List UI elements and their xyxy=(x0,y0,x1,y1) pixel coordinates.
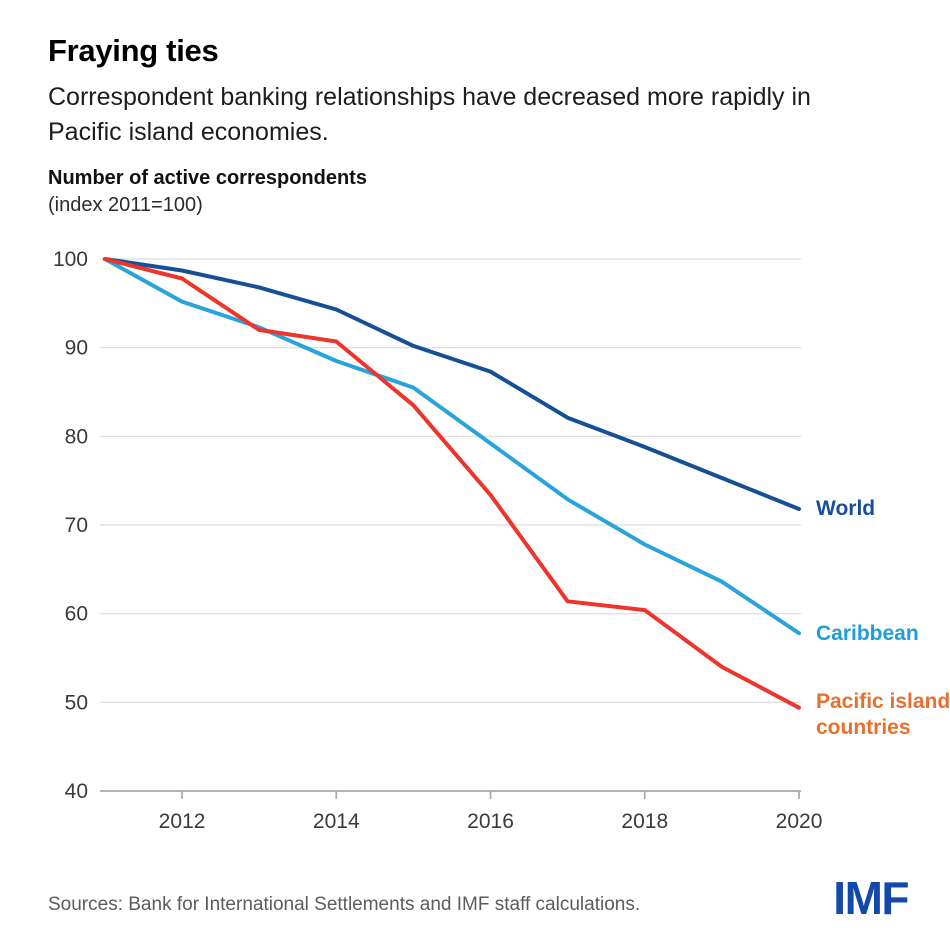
chart-subtitle: Correspondent banking relationships have… xyxy=(48,83,811,146)
page-title: Fraying ties xyxy=(48,33,219,68)
y-axis-units: (index 2011=100) xyxy=(48,194,203,216)
y-tick-label: 60 xyxy=(65,603,88,626)
x-tick-label: 2012 xyxy=(159,810,206,833)
series-label-caribbean: Caribbean xyxy=(816,622,919,645)
sources-note: Sources: Bank for International Settleme… xyxy=(48,894,641,915)
x-tick-label: 2016 xyxy=(467,810,514,833)
y-tick-label: 90 xyxy=(65,337,88,360)
series-line-caribbean xyxy=(102,257,801,636)
y-axis-title: Number of active correspondents xyxy=(48,167,367,189)
y-tick-label: 40 xyxy=(65,780,88,803)
y-tick-label: 80 xyxy=(65,425,88,448)
x-tick-label: 2014 xyxy=(313,810,360,833)
y-tick-label: 50 xyxy=(65,691,88,714)
y-tick-label: 70 xyxy=(65,514,88,537)
series-line-pacific xyxy=(102,257,801,710)
x-tick-label: 2018 xyxy=(621,810,668,833)
series-line-world xyxy=(102,257,801,511)
series-label-world: World xyxy=(816,497,876,520)
series-label-pacific: Pacific island countries xyxy=(816,690,950,740)
y-tick-label: 100 xyxy=(53,248,88,271)
imf-logo: IMF xyxy=(833,872,909,924)
x-tick-label: 2020 xyxy=(776,810,823,833)
